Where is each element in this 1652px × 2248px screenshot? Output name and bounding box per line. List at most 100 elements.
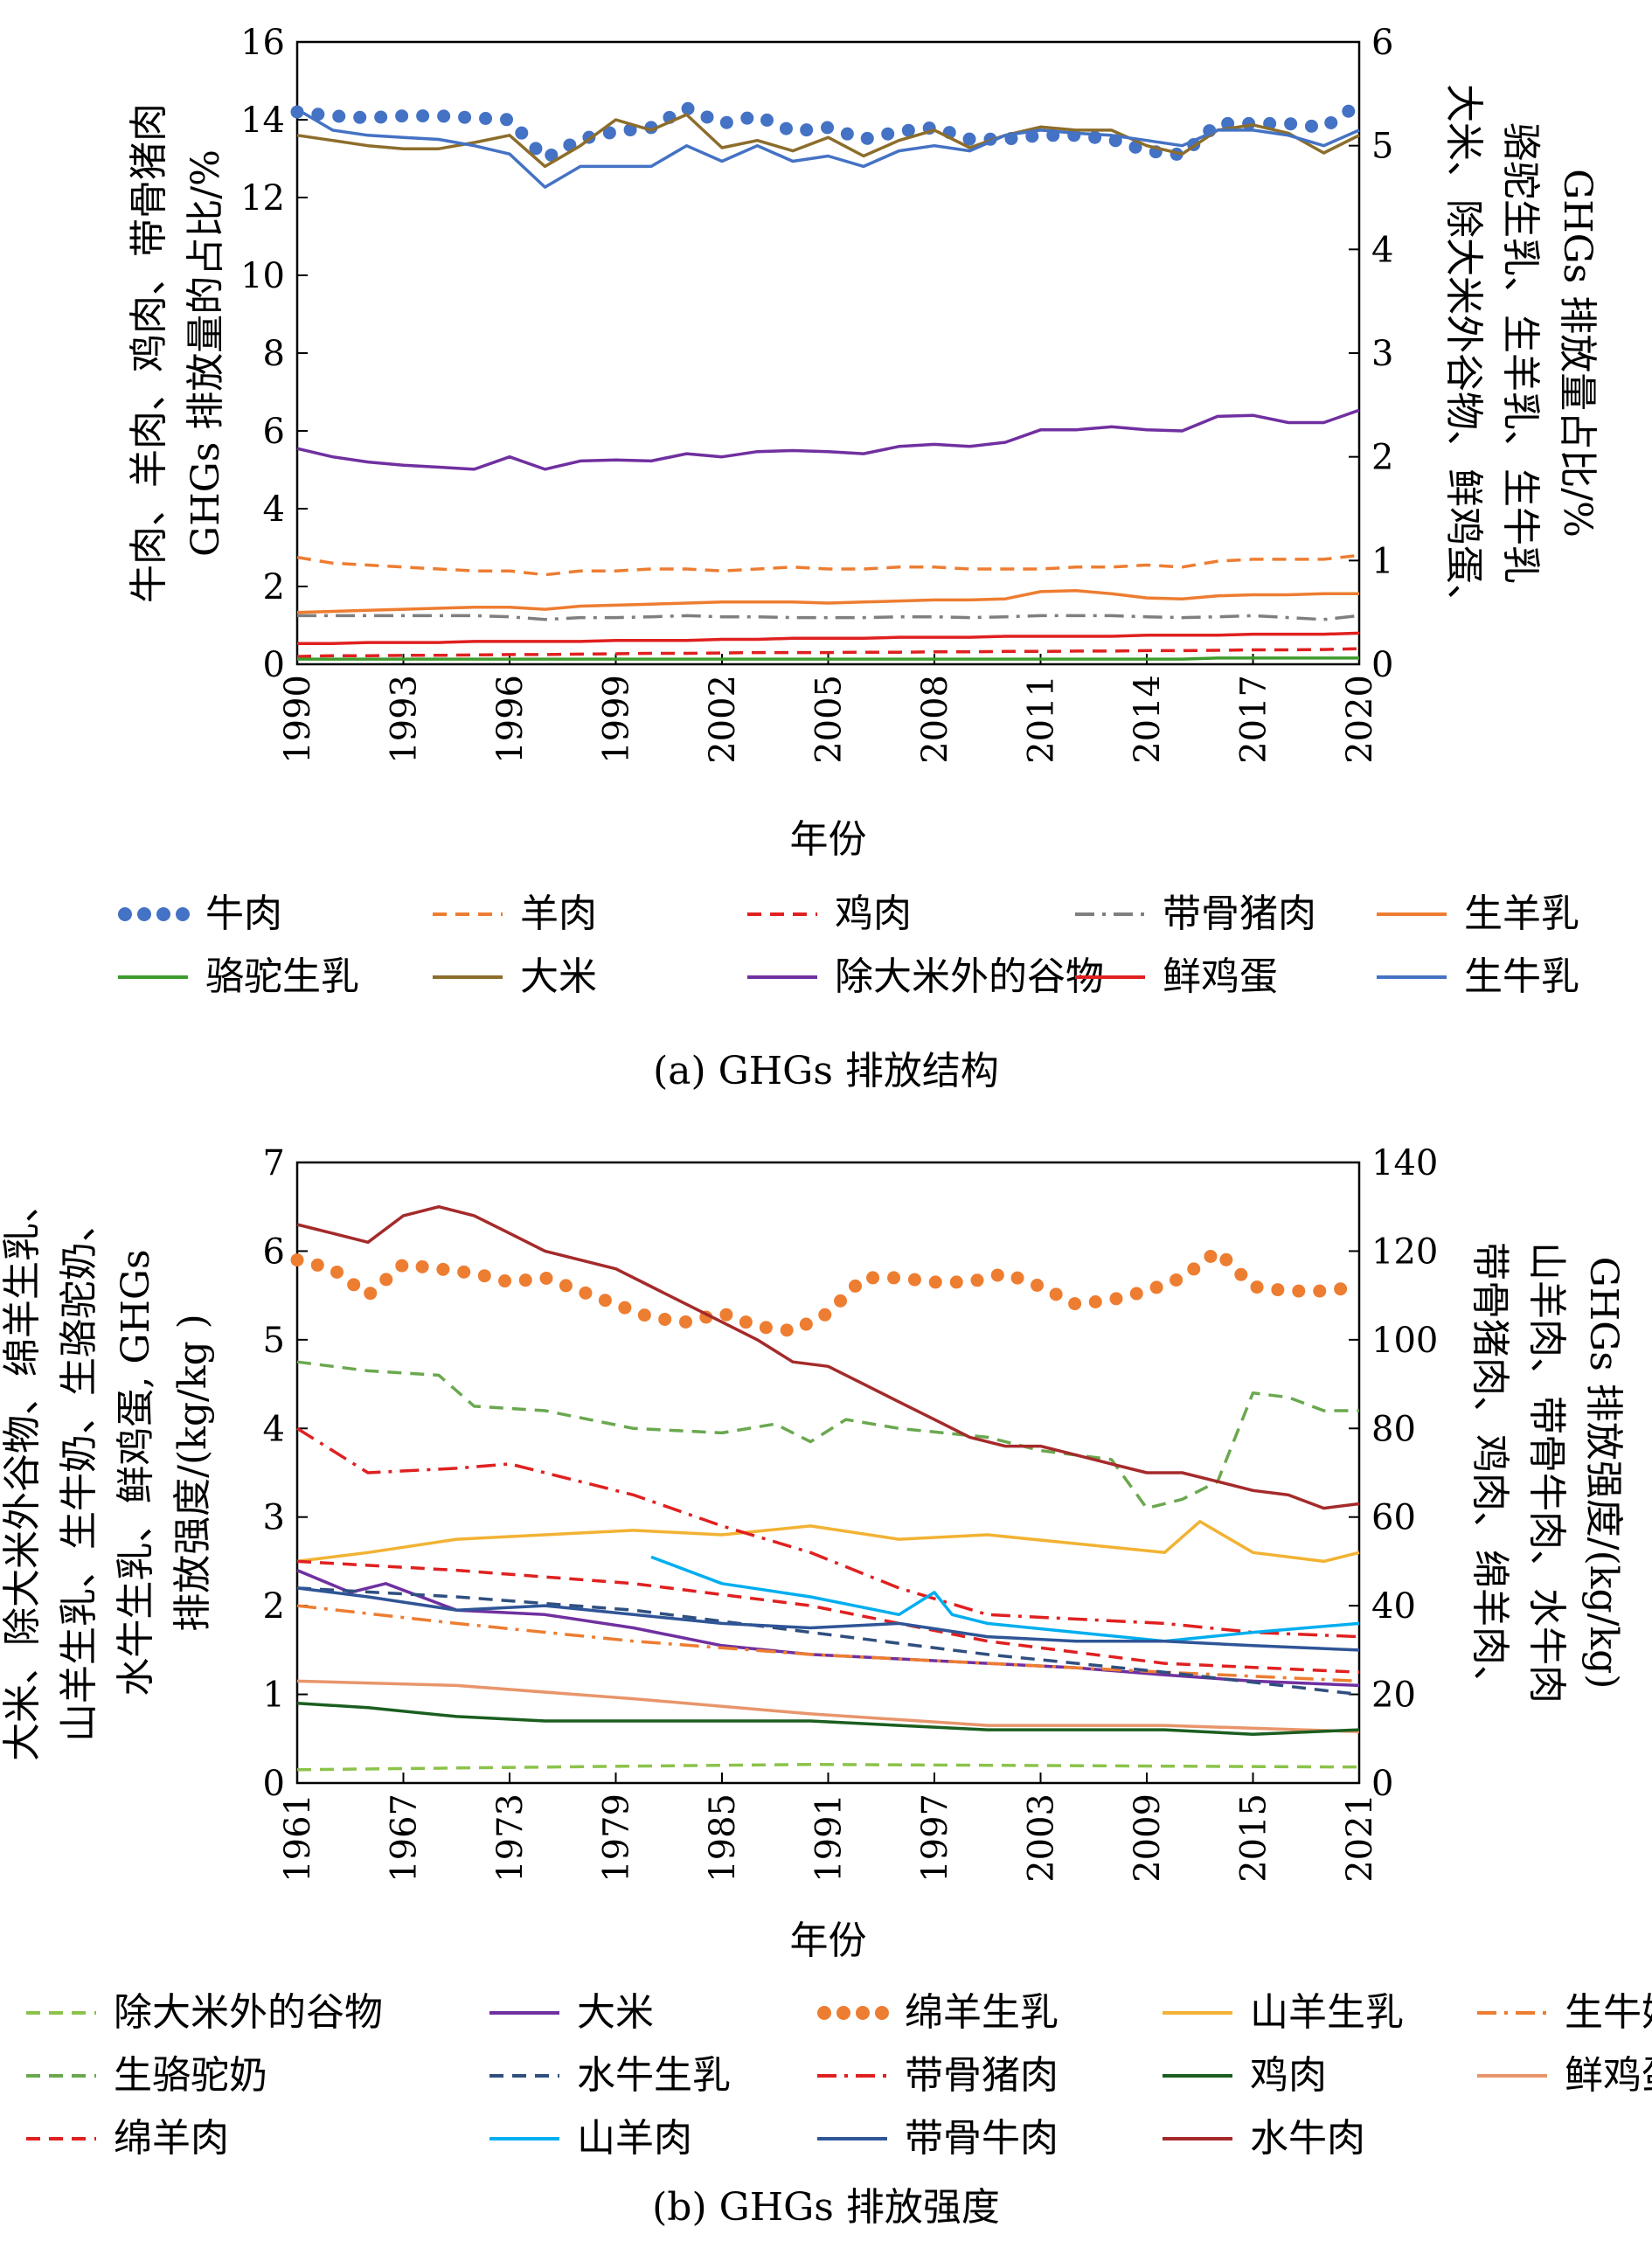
series-dotted-line [290, 1242, 1366, 1338]
legend-swatch-dot [176, 907, 190, 921]
right-axis-title-line: GHGs 排放强度/(kg/kg) [1581, 1257, 1626, 1689]
legend-item: 生骆驼奶 [26, 2053, 267, 2098]
series-生牛乳 [296, 108, 1360, 189]
right-tick-label: 120 [1371, 1232, 1438, 1272]
legend-item: 鲜鸡蛋 [1075, 954, 1278, 999]
legend-label: 大米 [577, 1990, 654, 2035]
legend-label: 带骨猪肉 [905, 2053, 1059, 2098]
legend-swatch-dot [118, 907, 132, 921]
left-tick-label: 0 [263, 1764, 285, 1804]
left-tick-label: 14 [240, 101, 285, 141]
legend-label: 山羊生乳 [1250, 1990, 1404, 2035]
series-绵羊肉 [296, 1559, 1360, 1674]
legend-item: 水牛肉 [1163, 2116, 1365, 2161]
series-line [296, 1586, 1360, 1696]
series-鲜鸡蛋 [297, 631, 1360, 646]
legend-item: 带骨猪肉 [817, 2053, 1059, 2098]
series-line [296, 1679, 1360, 1733]
legend-label: 大米 [520, 954, 597, 999]
legend-label: 鲜鸡蛋 [1163, 954, 1278, 999]
series-鸡肉 [296, 1701, 1360, 1736]
x-tick-label: 1999 [597, 675, 637, 764]
legend-item: 鲜鸡蛋 [1477, 2053, 1652, 2098]
right-tick-label: 2 [1371, 438, 1393, 478]
x-tick-label: 1990 [278, 675, 318, 764]
left-tick-label: 4 [263, 489, 285, 530]
x-tick-label: 1973 [490, 1794, 531, 1883]
legend-item: 绵羊肉 [26, 2116, 229, 2161]
series-除大米外的谷物 [296, 408, 1360, 471]
series-line [297, 631, 1360, 646]
series-除大米外的谷物 [296, 1762, 1360, 1772]
legend-item: 山羊肉 [489, 2116, 692, 2161]
legend-label: 带骨猪肉 [1163, 892, 1316, 936]
legend-label: 带骨牛肉 [905, 2116, 1059, 2161]
legend-item: 大米 [489, 1990, 654, 2035]
left-tick-label: 6 [263, 412, 285, 452]
legend-swatch-dot [137, 907, 151, 921]
x-tick-label: 1991 [809, 1794, 850, 1883]
x-tick-label: 2020 [1340, 675, 1380, 764]
series-带骨牛肉 [296, 1586, 1360, 1652]
series-line [296, 1701, 1360, 1736]
series-line [296, 113, 1360, 169]
x-tick-label: 1979 [597, 1794, 637, 1883]
left-tick-label: 2 [263, 567, 285, 607]
right-axis-title-line: 带骨猪肉、鸡肉、绵羊肉、 [1468, 1242, 1512, 1703]
x-tick-label: 1967 [385, 1794, 425, 1883]
left-axis-title-line: 水牛生乳、鲜鸡蛋, GHGs [114, 1249, 158, 1696]
series-line [297, 656, 1359, 661]
legend-item: 带骨牛肉 [817, 2116, 1059, 2161]
legend-label: 除大米外的谷物 [114, 1990, 383, 2035]
left-tick-label: 5 [263, 1321, 285, 1361]
legend-label: 羊肉 [520, 892, 597, 936]
left-tick-label: 16 [240, 23, 285, 63]
series-骆驼生乳 [297, 656, 1359, 661]
left-tick-label: 8 [263, 334, 285, 374]
right-tick-label: 3 [1371, 334, 1393, 374]
right-tick-label: 40 [1371, 1586, 1416, 1627]
legend-swatch-dot [836, 2006, 850, 2020]
figure-caption: (b) GHGs 排放强度 [652, 2185, 1000, 2230]
right-tick-label: 60 [1371, 1498, 1416, 1538]
legend-swatch-dot [817, 2006, 831, 2020]
left-tick-label: 12 [240, 178, 285, 219]
series-line [296, 1426, 1360, 1639]
legend-item: 水牛生乳 [489, 2053, 731, 2098]
series-水牛生乳 [296, 1586, 1360, 1696]
series-line [296, 1360, 1359, 1510]
right-tick-label: 5 [1371, 127, 1393, 167]
right-axis-title-line: 骆驼生乳、生羊乳、生牛乳 [1498, 122, 1543, 584]
left-tick-label: 10 [240, 256, 285, 296]
legend-label: 绵羊肉 [114, 2116, 229, 2161]
series-line [296, 1559, 1360, 1674]
x-tick-label: 2011 [1022, 675, 1062, 764]
series-line [296, 647, 1360, 658]
x-tick-label: 2009 [1128, 1794, 1168, 1883]
series-line [296, 553, 1360, 577]
series-带骨猪肉 [296, 1426, 1360, 1639]
right-tick-label: 6 [1371, 23, 1393, 63]
series-line [297, 614, 1360, 621]
right-axis-title-line: 大米、除大米外谷物、鲜鸡蛋、 [1441, 84, 1486, 622]
x-tick-label: 1993 [385, 675, 425, 764]
right-tick-label: 100 [1371, 1321, 1438, 1361]
legend-item: 带骨猪肉 [1075, 892, 1316, 936]
legend-item: 骆驼生乳 [118, 954, 359, 999]
x-tick-label: 2015 [1234, 1794, 1274, 1883]
legend-item: 牛肉 [118, 892, 282, 936]
legend-label: 生牛奶 [1565, 1990, 1652, 2035]
right-tick-label: 1 [1371, 541, 1393, 581]
series-dotted-line [290, 97, 1366, 167]
legend-item: 山羊生乳 [1163, 1990, 1404, 2035]
legend-label: 绵羊生乳 [905, 1990, 1059, 2035]
x-tick-label: 2021 [1340, 1794, 1380, 1883]
left-axis-title-line: 山羊生乳、生牛奶、生骆驼奶、 [57, 1204, 101, 1742]
legend-item: 绵羊生乳 [817, 1990, 1059, 2035]
right-tick-label: 20 [1371, 1676, 1416, 1716]
x-tick-label: 1996 [490, 675, 531, 764]
legend-item: 生牛乳 [1377, 954, 1579, 999]
series-line [296, 1586, 1360, 1652]
legend-label: 鸡肉 [1250, 2053, 1327, 2098]
